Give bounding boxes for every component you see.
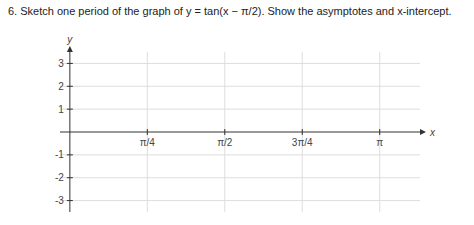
grid-line bbox=[60, 200, 420, 201]
y-tick bbox=[67, 154, 73, 155]
x-tick-label: π bbox=[376, 137, 383, 148]
x-tick bbox=[147, 129, 148, 135]
y-tick-label: -2 bbox=[55, 172, 64, 183]
grid-line bbox=[147, 52, 148, 212]
y-tick-label: 1 bbox=[58, 104, 64, 115]
grid-line bbox=[379, 52, 380, 212]
grid bbox=[60, 52, 420, 212]
grid-line bbox=[60, 63, 420, 64]
grid-line bbox=[224, 52, 225, 212]
x-tick bbox=[224, 129, 225, 135]
grid-line bbox=[60, 109, 420, 110]
x-axis bbox=[60, 132, 420, 133]
y-tick-label: 3 bbox=[58, 58, 64, 69]
x-tick bbox=[379, 129, 380, 135]
grid-line bbox=[302, 52, 303, 212]
x-tick-label: π/4 bbox=[140, 137, 156, 148]
y-axis-arrow bbox=[67, 46, 73, 52]
x-tick-label: π/2 bbox=[217, 137, 233, 148]
axes: -3-2-1123π/4π/23π/4πxy bbox=[55, 34, 436, 212]
x-axis-label: x bbox=[429, 127, 436, 138]
y-tick bbox=[67, 86, 73, 87]
y-tick bbox=[67, 177, 73, 178]
x-axis-arrow bbox=[420, 129, 426, 135]
y-tick bbox=[67, 63, 73, 64]
title: 6. Sketch one period of the graph of y =… bbox=[8, 4, 466, 18]
grid-line bbox=[60, 86, 420, 87]
y-tick bbox=[67, 109, 73, 110]
y-tick-label: -1 bbox=[55, 149, 64, 160]
y-tick-label: -3 bbox=[55, 195, 64, 206]
y-tick-label: 2 bbox=[58, 81, 64, 92]
x-tick bbox=[302, 129, 303, 135]
y-axis bbox=[69, 52, 70, 212]
y-axis-label: y bbox=[66, 34, 73, 45]
x-tick-label: 3π/4 bbox=[292, 137, 313, 148]
y-tick bbox=[67, 200, 73, 201]
grid-line bbox=[60, 154, 420, 155]
grid-line bbox=[60, 177, 420, 178]
